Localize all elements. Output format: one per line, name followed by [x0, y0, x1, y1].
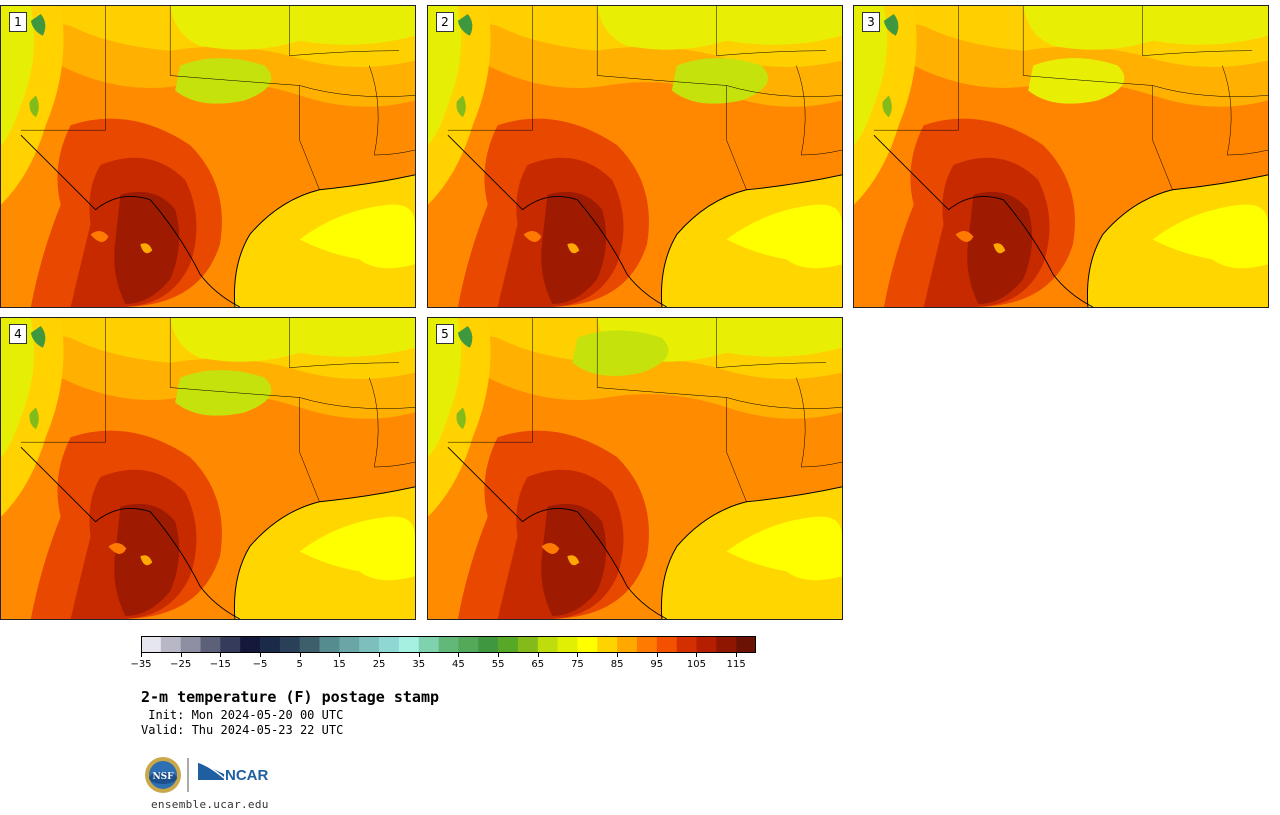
colorbar-swatch — [160, 636, 181, 653]
colorbar-tick-label: 115 — [726, 659, 746, 670]
colorbar-tick-mark — [617, 653, 619, 657]
colorbar-swatch — [299, 636, 320, 653]
colorbar-swatch — [279, 636, 301, 653]
panel-number: 5 — [436, 324, 454, 344]
colorbar-tick-mark — [299, 653, 301, 657]
colorbar-swatch — [676, 636, 697, 653]
colorbar-tick-label: 65 — [531, 659, 545, 670]
colorbar-swatch — [537, 636, 558, 653]
colorbar-swatch — [498, 636, 519, 653]
colorbar-tick-label: −35 — [130, 659, 152, 670]
colorbar-swatch — [557, 636, 578, 653]
colorbar-swatch — [736, 636, 756, 653]
colorbar-tick-label: 55 — [491, 659, 505, 670]
colorbar-tick-label: 35 — [412, 659, 426, 670]
colorbar-tick-mark — [736, 653, 738, 657]
colorbar — [141, 636, 756, 653]
map-panel-4: 4 — [0, 317, 416, 620]
colorbar-tick-mark — [180, 653, 182, 657]
colorbar-swatch — [200, 636, 221, 653]
valid-time: Valid: Thu 2024-05-23 22 UTC — [141, 723, 344, 737]
colorbar-swatch — [597, 636, 618, 653]
colorbar-swatch — [260, 636, 281, 653]
colorbar-swatch — [220, 636, 241, 653]
colorbar-swatch — [379, 636, 400, 653]
colorbar-tick-label: −5 — [252, 659, 268, 670]
init-time: Init: Mon 2024-05-20 00 UTC — [141, 708, 344, 722]
colorbar-swatch — [577, 636, 598, 653]
colorbar-swatch — [398, 636, 420, 653]
colorbar-swatch — [458, 636, 479, 653]
colorbar-tick-mark — [141, 653, 142, 657]
colorbar-swatch — [141, 636, 162, 653]
panel-number: 2 — [436, 12, 454, 32]
colorbar-tick-mark — [498, 653, 500, 657]
colorbar-tick-label: 5 — [296, 659, 303, 670]
colorbar-swatch — [478, 636, 499, 653]
colorbar-swatch — [319, 636, 340, 653]
map-panel-2: 2 — [427, 5, 843, 308]
colorbar-swatch — [359, 636, 380, 653]
colorbar-tick-mark — [260, 653, 262, 657]
colorbar-tick-label: 95 — [650, 659, 664, 670]
colorbar-swatch — [656, 636, 677, 653]
colorbar-tick-mark — [696, 653, 698, 657]
colorbar-swatch — [180, 636, 201, 653]
panel-number: 3 — [862, 12, 880, 32]
colorbar-tick-mark — [458, 653, 460, 657]
colorbar-swatch — [716, 636, 737, 653]
colorbar-border — [141, 636, 756, 653]
ncar-logo-icon: NCAR — [197, 761, 268, 784]
colorbar-tick-label: 75 — [571, 659, 584, 670]
colorbar-tick-mark — [379, 653, 381, 657]
colorbar-swatch — [339, 636, 360, 653]
colorbar-tick-mark — [537, 653, 539, 657]
panel-number: 1 — [9, 12, 27, 32]
chart-title: 2-m temperature (F) postage stamp — [141, 688, 440, 706]
logos: NSF NCAR — [145, 757, 268, 793]
colorbar-swatch — [517, 636, 539, 653]
colorbar-swatch — [696, 636, 717, 653]
map-panel-5: 5 — [427, 317, 843, 620]
svg-text:NSF: NSF — [152, 772, 174, 782]
colorbar-tick-mark — [220, 653, 222, 657]
colorbar-swatch — [617, 636, 638, 653]
colorbar-tick-label: 25 — [372, 659, 386, 670]
nsf-seal-icon: NSF — [145, 757, 181, 793]
colorbar-tick-mark — [418, 653, 420, 657]
website-url[interactable]: ensemble.ucar.edu — [151, 798, 269, 811]
colorbar-tick-mark — [577, 653, 579, 657]
colorbar-swatch — [418, 636, 439, 653]
colorbar-tick-label: −25 — [170, 659, 192, 670]
svg-text:NCAR: NCAR — [225, 767, 268, 784]
colorbar-tick-label: 105 — [686, 659, 707, 670]
colorbar-tick-mark — [656, 653, 658, 657]
colorbar-tick-label: 85 — [610, 659, 624, 670]
panel-number: 4 — [9, 324, 27, 344]
colorbar-tick-label: 15 — [333, 659, 346, 670]
colorbar-swatch — [636, 636, 658, 653]
colorbar-tick-label: −15 — [209, 659, 231, 670]
colorbar-swatch — [438, 636, 459, 653]
title-block: 2-m temperature (F) postage stamp Init: … — [141, 688, 439, 738]
colorbar-tick-mark — [339, 653, 341, 657]
colorbar-tick-label: 45 — [452, 659, 465, 670]
map-panel-1: 1 — [0, 5, 416, 308]
colorbar-swatch — [240, 636, 261, 653]
map-panel-3: 3 — [853, 5, 1269, 308]
